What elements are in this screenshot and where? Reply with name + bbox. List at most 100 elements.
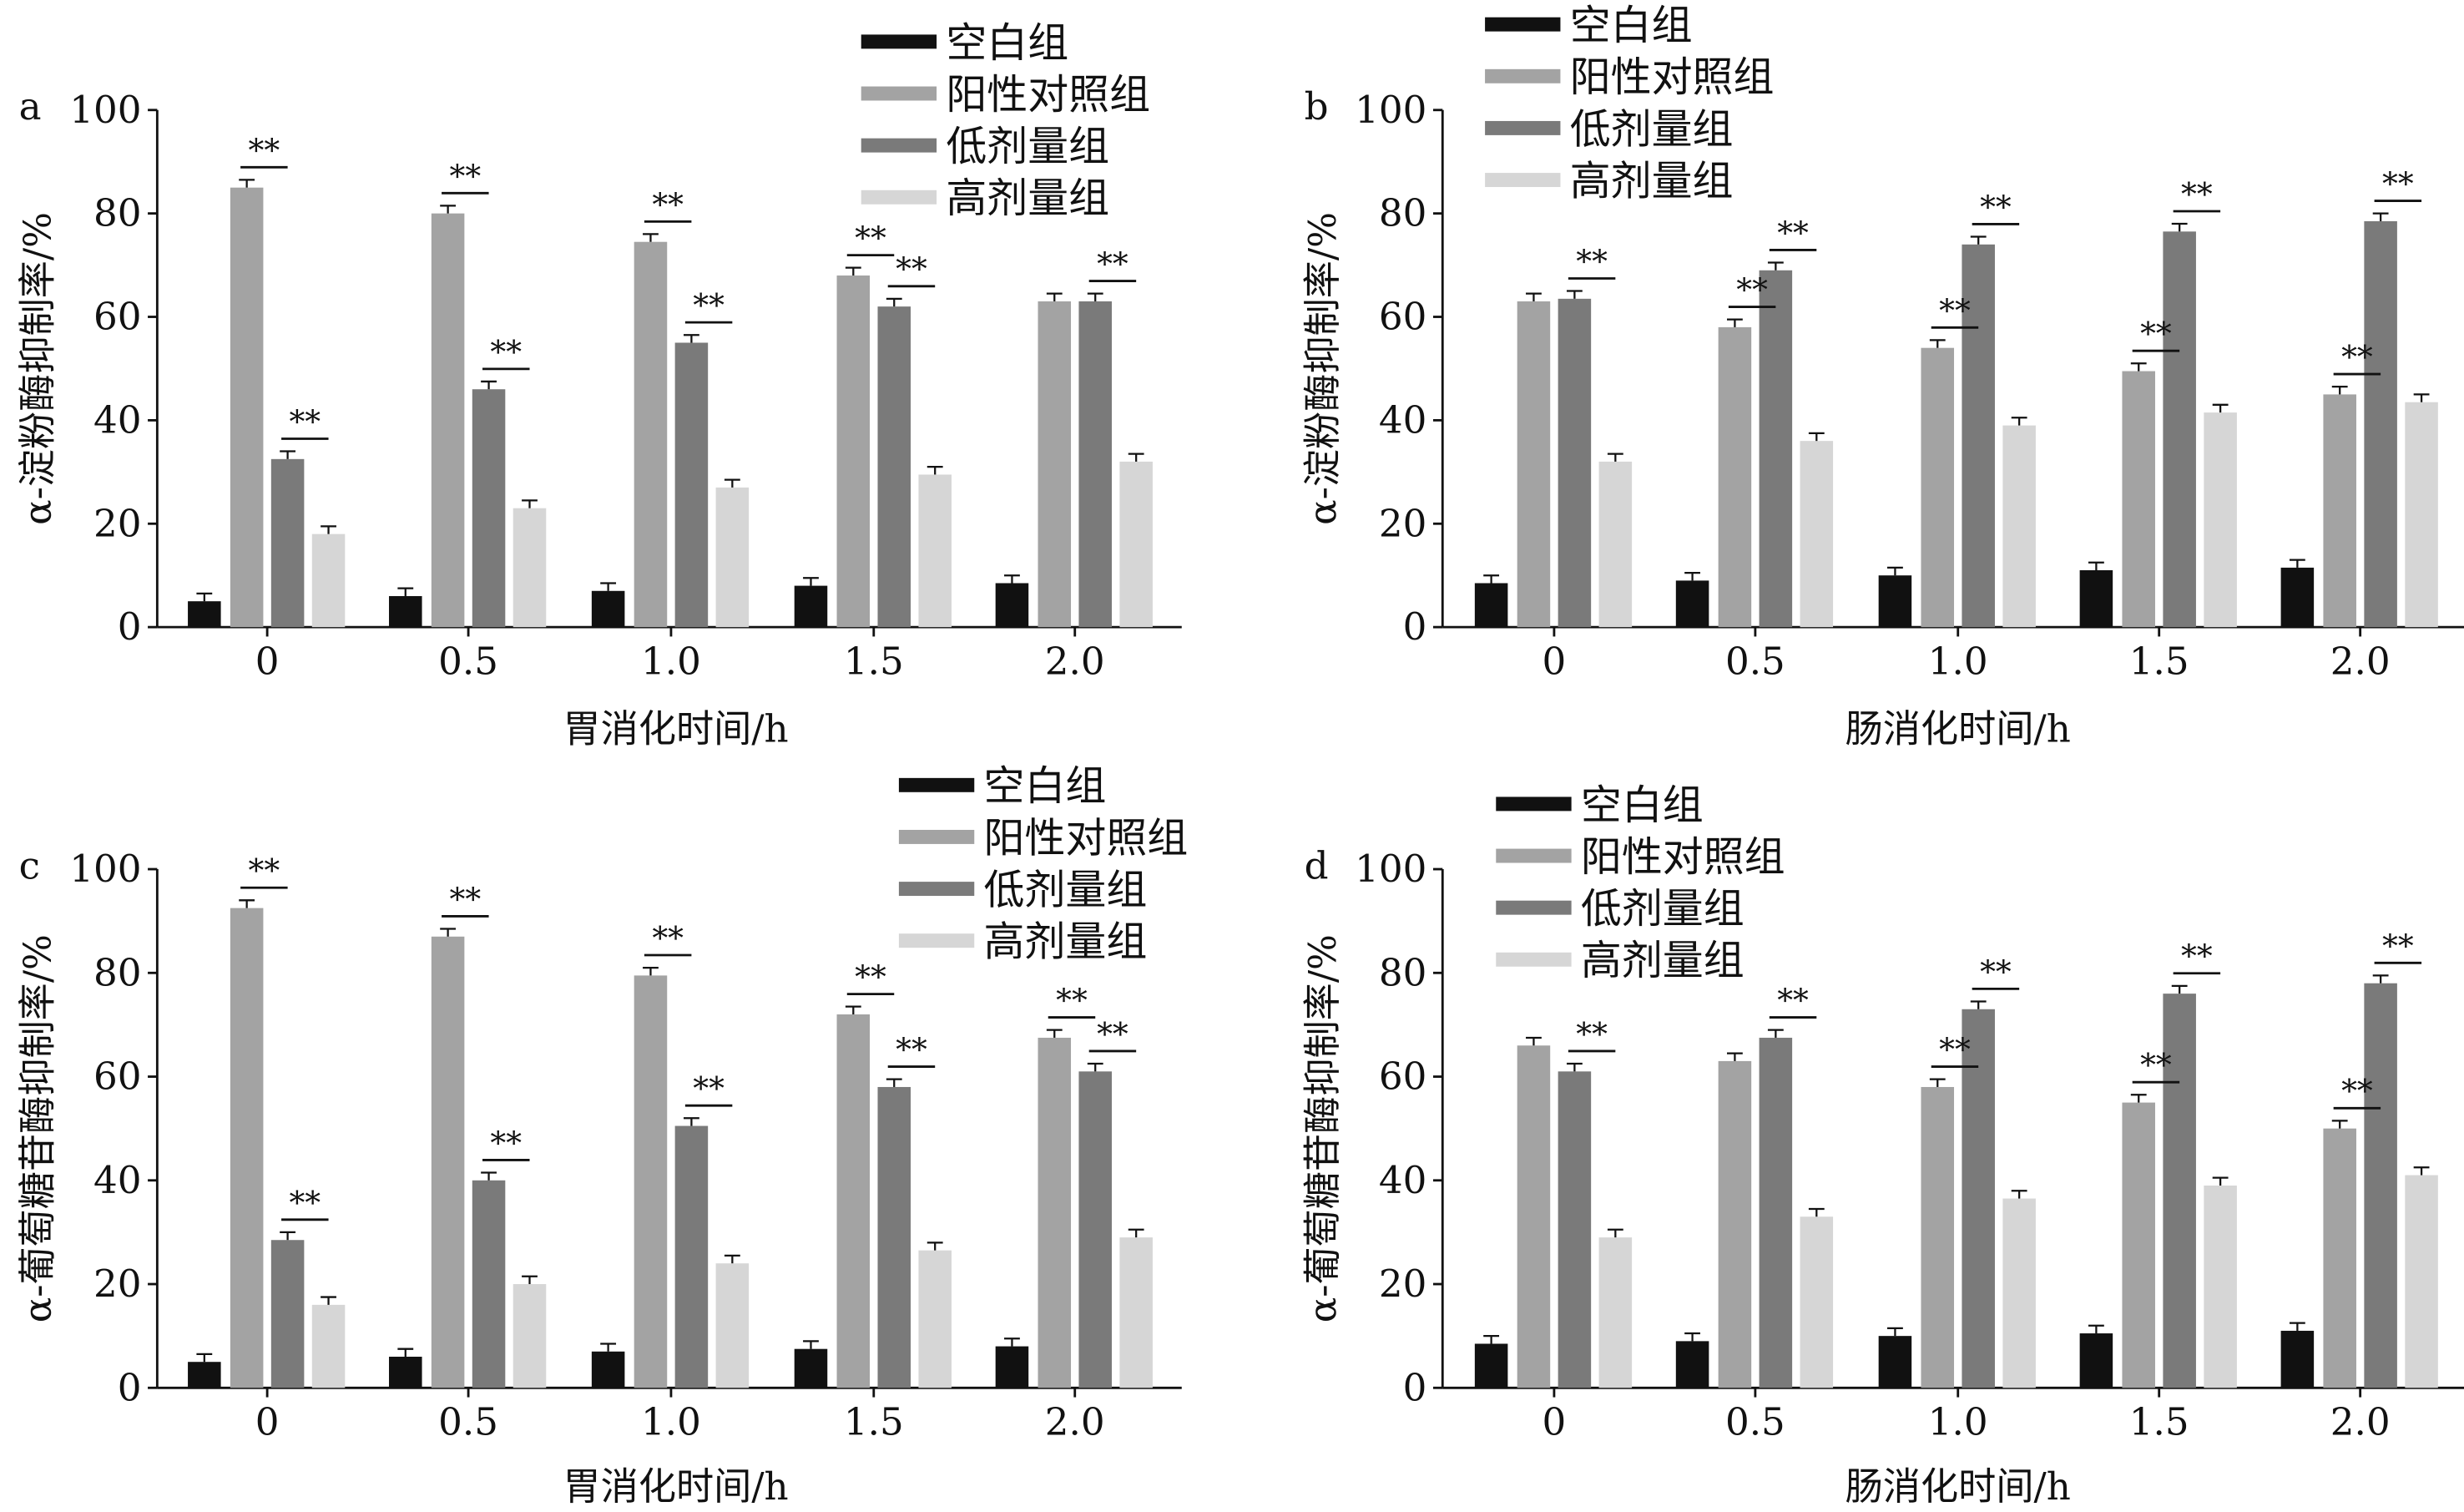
significance-label: ** (1939, 292, 1971, 329)
significance-label: ** (1576, 1015, 1608, 1052)
bar-1 (836, 1014, 871, 1388)
bar-2 (1962, 244, 1995, 628)
y-axis-label: α-淀粉酶抑制率/% (15, 212, 59, 525)
panel-c: 0 20 40 60 80 100 0 0.5 1.0 1.5 2.0 胃消化时间/h α-葡萄糖苷酶抑… (15, 762, 1188, 1509)
legend-label: 低剂量组 (1581, 885, 1744, 933)
bar-3 (2204, 1185, 2237, 1388)
y-tick-label: 100 (1355, 88, 1426, 132)
panel-letter: d (1305, 843, 1329, 887)
x-tick-label: 0.5 (438, 640, 498, 684)
significance-label: ** (2140, 1047, 2172, 1084)
x-tick-label: 0.5 (1725, 1400, 1785, 1444)
bar-1 (1921, 347, 1955, 628)
legend-label: 阳性对照组 (946, 71, 1150, 119)
significance-label: ** (652, 186, 684, 223)
x-tick-label: 2.0 (2330, 640, 2391, 684)
x-axis-label: 肠消化时间/h (1845, 707, 2071, 751)
bar-0 (1675, 1341, 1709, 1388)
significance-label: ** (1097, 1015, 1128, 1052)
bar-0 (2079, 1333, 2113, 1388)
panel-a: 0 20 40 60 80 100 0 0.5 1.0 1.5 2.0 胃消化时间/h α-淀粉酶抑制率… (15, 19, 1182, 751)
bar-2 (1962, 1009, 1995, 1388)
bar-0 (188, 1362, 221, 1388)
significance-label: ** (1939, 1031, 1971, 1068)
y-tick-label: 20 (93, 1262, 141, 1306)
bar-3 (1119, 461, 1153, 628)
bar-3 (715, 487, 750, 628)
legend-label: 高剂量组 (1570, 157, 1734, 205)
significance-label: ** (1980, 189, 2012, 225)
bar-1 (2323, 1128, 2356, 1388)
bar-1 (2122, 1102, 2155, 1388)
significance-label: ** (490, 1125, 522, 1161)
significance-label: ** (693, 287, 725, 324)
bar-1 (634, 241, 668, 628)
bar-1 (1718, 1060, 1752, 1388)
legend-label: 空白组 (1581, 781, 1704, 829)
legend-swatch (898, 882, 975, 897)
bar-2 (2163, 231, 2196, 628)
legend-label: 低剂量组 (984, 866, 1148, 913)
bar-3 (2204, 412, 2237, 628)
bar-3 (1598, 461, 1633, 628)
x-axis-label: 胃消化时间/h (563, 707, 788, 751)
panel-b: 0 20 40 60 80 100 0 0.5 1.0 1.5 2.0 肠消化时间/h α-淀粉酶抑制率… (1300, 2, 2464, 751)
legend-swatch (1496, 796, 1572, 812)
legend-label: 高剂量组 (946, 174, 1109, 222)
x-tick-label: 1.5 (844, 1400, 904, 1444)
x-tick-label: 1.0 (641, 1400, 701, 1444)
bar-1 (634, 975, 668, 1388)
significance-label: ** (2382, 165, 2414, 202)
significance-label: ** (289, 1184, 321, 1221)
bar-1 (1038, 1037, 1072, 1388)
legend-swatch (861, 86, 937, 101)
legend-label: 高剂量组 (984, 918, 1148, 966)
x-tick-label: 1.0 (641, 640, 701, 684)
bar-2 (1558, 1071, 1592, 1388)
bar-3 (1598, 1237, 1633, 1388)
legend-swatch (1485, 120, 1561, 135)
bar-2 (1759, 1037, 1793, 1388)
significance-label: ** (2341, 339, 2373, 376)
y-tick-label: 80 (93, 191, 141, 235)
bar-3 (918, 474, 952, 628)
bar-0 (1878, 1336, 1912, 1388)
y-tick-label: 40 (1379, 1158, 1426, 1202)
y-tick-label: 80 (1379, 191, 1426, 235)
x-tick-label: 2.0 (1045, 1400, 1105, 1444)
bar-0 (2280, 1330, 2315, 1388)
significance-label: ** (2181, 175, 2213, 212)
legend-label: 空白组 (984, 762, 1107, 810)
x-tick-label: 0 (255, 1400, 280, 1444)
x-tick-label: 2.0 (1045, 640, 1105, 684)
bar-1 (1517, 1045, 1551, 1388)
x-tick-label: 0 (1543, 640, 1567, 684)
significance-label: ** (1056, 982, 1088, 1019)
significance-label: ** (1980, 953, 2012, 990)
legend-swatch (898, 933, 975, 948)
bar-0 (389, 595, 422, 628)
significance-label: ** (490, 333, 522, 370)
x-tick-label: 1.5 (2129, 1400, 2189, 1444)
bar-3 (2002, 425, 2036, 628)
y-axis-label: α-葡萄糖苷酶抑制率/% (15, 934, 59, 1322)
bar-2 (674, 1125, 709, 1388)
legend-swatch (898, 777, 975, 792)
x-tick-label: 0 (255, 640, 280, 684)
bar-1 (431, 936, 465, 1388)
y-tick-label: 20 (1379, 1262, 1426, 1306)
significance-label: ** (1777, 215, 1809, 251)
bar-1 (431, 213, 465, 628)
bar-0 (591, 590, 625, 628)
legend-swatch (861, 190, 937, 205)
bar-2 (270, 1240, 305, 1388)
significance-label: ** (652, 919, 684, 956)
bar-0 (794, 585, 828, 628)
x-axis-label: 胃消化时间/h (563, 1464, 788, 1509)
bar-0 (1474, 583, 1508, 628)
legend-swatch (861, 34, 937, 49)
bar-0 (794, 1348, 828, 1388)
bar-0 (389, 1357, 422, 1388)
significance-label: ** (289, 403, 321, 440)
significance-label: ** (855, 220, 886, 256)
